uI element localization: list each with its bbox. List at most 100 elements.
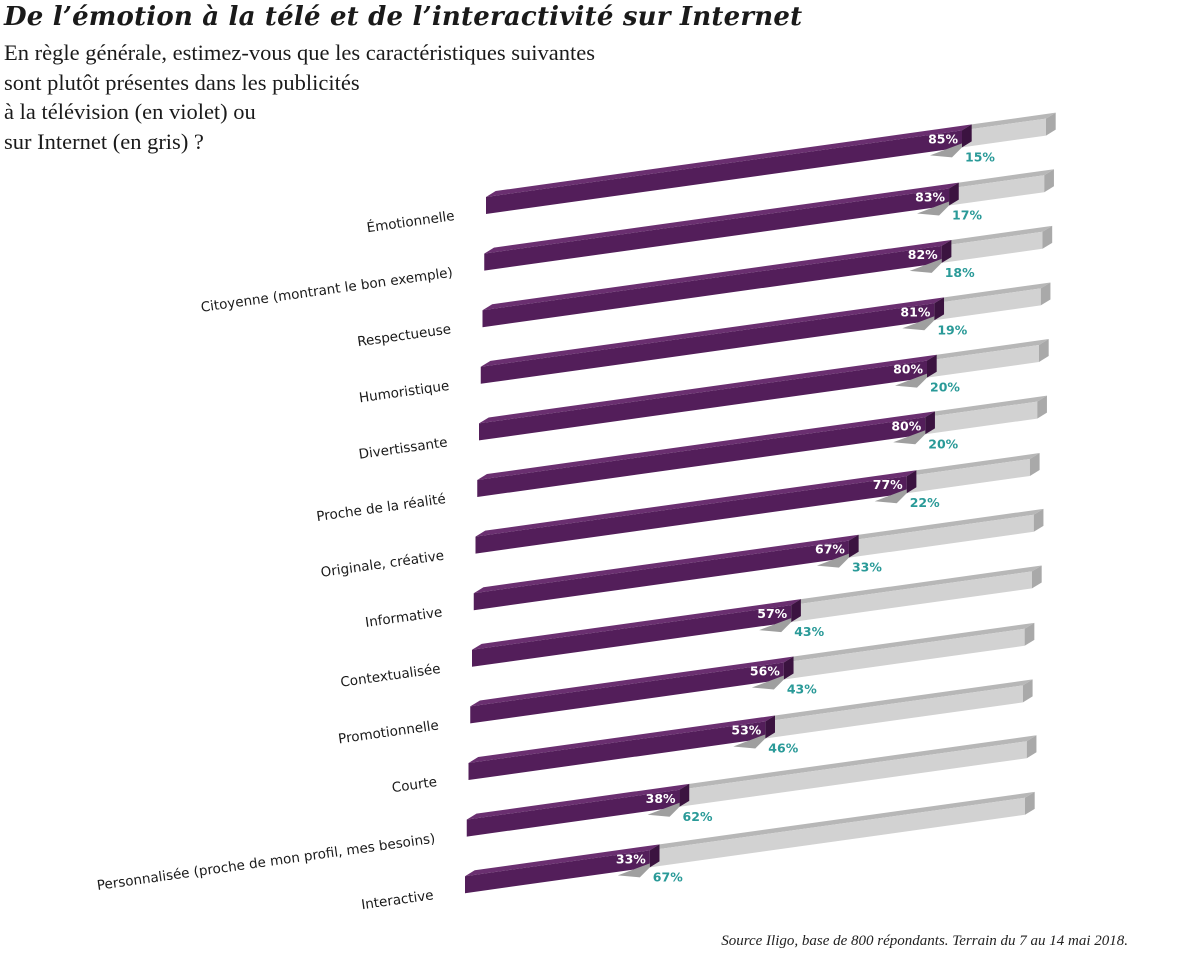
- bar-drop-shadow: [930, 143, 962, 158]
- value-label-tv: 67%: [815, 542, 845, 557]
- value-label-tv: 80%: [893, 362, 923, 377]
- bar-internet-end: [1032, 565, 1042, 589]
- value-label-internet: 17%: [952, 208, 982, 223]
- value-label-internet: 33%: [852, 560, 882, 575]
- bar-internet-top: [679, 735, 1037, 790]
- bar-internet-end: [1042, 225, 1053, 249]
- bar-internet-end: [1040, 282, 1051, 306]
- value-label-tv: 83%: [915, 190, 945, 205]
- bar-internet-end: [1024, 622, 1035, 646]
- bar-tv-end: [765, 715, 775, 739]
- bar-internet: [791, 571, 1032, 623]
- bar-drop-shadow: [759, 618, 792, 633]
- bar-drop-shadow: [902, 316, 935, 331]
- category-label: Humoristique: [358, 378, 450, 406]
- bar-internet-end: [1025, 791, 1035, 815]
- bar-tv: [465, 850, 650, 894]
- category-label: Interactive: [360, 887, 434, 913]
- bar-drop-shadow: [617, 863, 650, 878]
- bar-internet: [906, 458, 1030, 494]
- bar-internet-top: [906, 453, 1040, 477]
- bar-internet-end: [1033, 508, 1044, 532]
- category-label: Personnalisée (proche de mon profil, mes…: [96, 831, 436, 894]
- value-label-internet: 20%: [928, 436, 958, 451]
- value-label-internet: 43%: [787, 681, 817, 696]
- bar-internet-end: [1022, 679, 1033, 703]
- value-label-tv: 77%: [873, 477, 903, 492]
- category-label: Respectueuse: [356, 321, 452, 350]
- bar-tv-top: [480, 297, 945, 367]
- bar-internet-top: [765, 679, 1033, 722]
- bar-tv: [466, 789, 680, 837]
- bar-internet-top: [934, 282, 1051, 304]
- chart-subtitle: En règle générale, estimez-vous que les …: [4, 40, 596, 154]
- bar-internet-top: [848, 508, 1044, 541]
- bar-tv-top: [484, 182, 959, 254]
- bar-tv: [480, 303, 935, 384]
- bar-internet-end: [1044, 169, 1054, 193]
- bar-tv-end: [649, 844, 660, 868]
- bar-tv-end: [949, 182, 959, 206]
- bar-drop-shadow: [909, 258, 942, 273]
- bar-internet-end: [1037, 395, 1047, 419]
- value-label-internet: 18%: [945, 265, 975, 280]
- bar-internet-top: [941, 225, 1053, 246]
- bar-tv: [473, 540, 849, 611]
- bar-tv-top: [473, 534, 859, 594]
- bar-tv-top: [472, 599, 801, 650]
- bar-internet-top: [783, 622, 1035, 663]
- bar-drop-shadow: [733, 734, 766, 749]
- bar-tv-top: [477, 411, 935, 480]
- bar-internet: [649, 797, 1025, 868]
- bar-tv-top: [479, 354, 937, 424]
- category-label: Citoyenne (montrant le bon exemple): [200, 265, 454, 316]
- category-label: Promotionnelle: [337, 718, 440, 748]
- value-label-internet: 19%: [937, 322, 967, 337]
- bar-tv: [484, 188, 950, 271]
- category-label: Contextualisée: [339, 661, 441, 691]
- bar-drop-shadow: [874, 489, 907, 504]
- bar-tv-end: [679, 783, 690, 807]
- category-label: Courte: [391, 774, 438, 796]
- bar-tv-top: [475, 470, 917, 537]
- category-label: Émotionnelle: [366, 207, 456, 236]
- bar-tv: [486, 130, 962, 214]
- bar-internet: [962, 118, 1046, 148]
- bar-internet: [925, 401, 1038, 435]
- bar-drop-shadow: [893, 430, 926, 445]
- bar-drop-shadow: [816, 553, 849, 568]
- bar-tv: [479, 360, 927, 441]
- value-label-tv: 33%: [616, 851, 646, 866]
- bar-drop-shadow: [751, 675, 784, 690]
- bar-tv: [482, 245, 942, 328]
- bar-internet-top: [949, 169, 1054, 189]
- bar-tv-end: [791, 599, 801, 623]
- bar-tv-end: [934, 297, 945, 321]
- value-label-tv: 56%: [750, 663, 780, 678]
- value-label-tv: 57%: [757, 606, 787, 621]
- bar-internet: [927, 345, 1039, 378]
- value-label-internet: 20%: [930, 380, 960, 395]
- category-label: Originale, créative: [320, 548, 445, 581]
- bar-internet: [783, 628, 1025, 680]
- bar-tv: [468, 721, 766, 780]
- bar-internet-top: [962, 112, 1056, 131]
- value-label-tv: 38%: [646, 791, 676, 806]
- bar-tv-end: [962, 124, 972, 148]
- bar-tv-end: [941, 239, 952, 263]
- source-note: Source Iligo, base de 800 répondants. Te…: [721, 933, 1128, 949]
- value-label-internet: 15%: [965, 149, 995, 164]
- bar-tv: [477, 417, 926, 497]
- bar-tv: [475, 476, 907, 554]
- bar-internet: [941, 231, 1043, 263]
- bar-tv-end: [783, 656, 794, 680]
- bar-internet-end: [1039, 339, 1049, 362]
- bar-drop-shadow: [647, 802, 680, 817]
- bar-tv-top: [470, 656, 794, 707]
- category-label: Proche de la réalité: [315, 491, 446, 525]
- value-label-internet: 22%: [910, 495, 940, 510]
- bar-tv: [472, 605, 792, 667]
- chart-title: De l’émotion à la télé et de l’interacti…: [4, 2, 803, 32]
- bar-tv-end: [906, 470, 917, 494]
- value-label-internet: 43%: [794, 624, 824, 639]
